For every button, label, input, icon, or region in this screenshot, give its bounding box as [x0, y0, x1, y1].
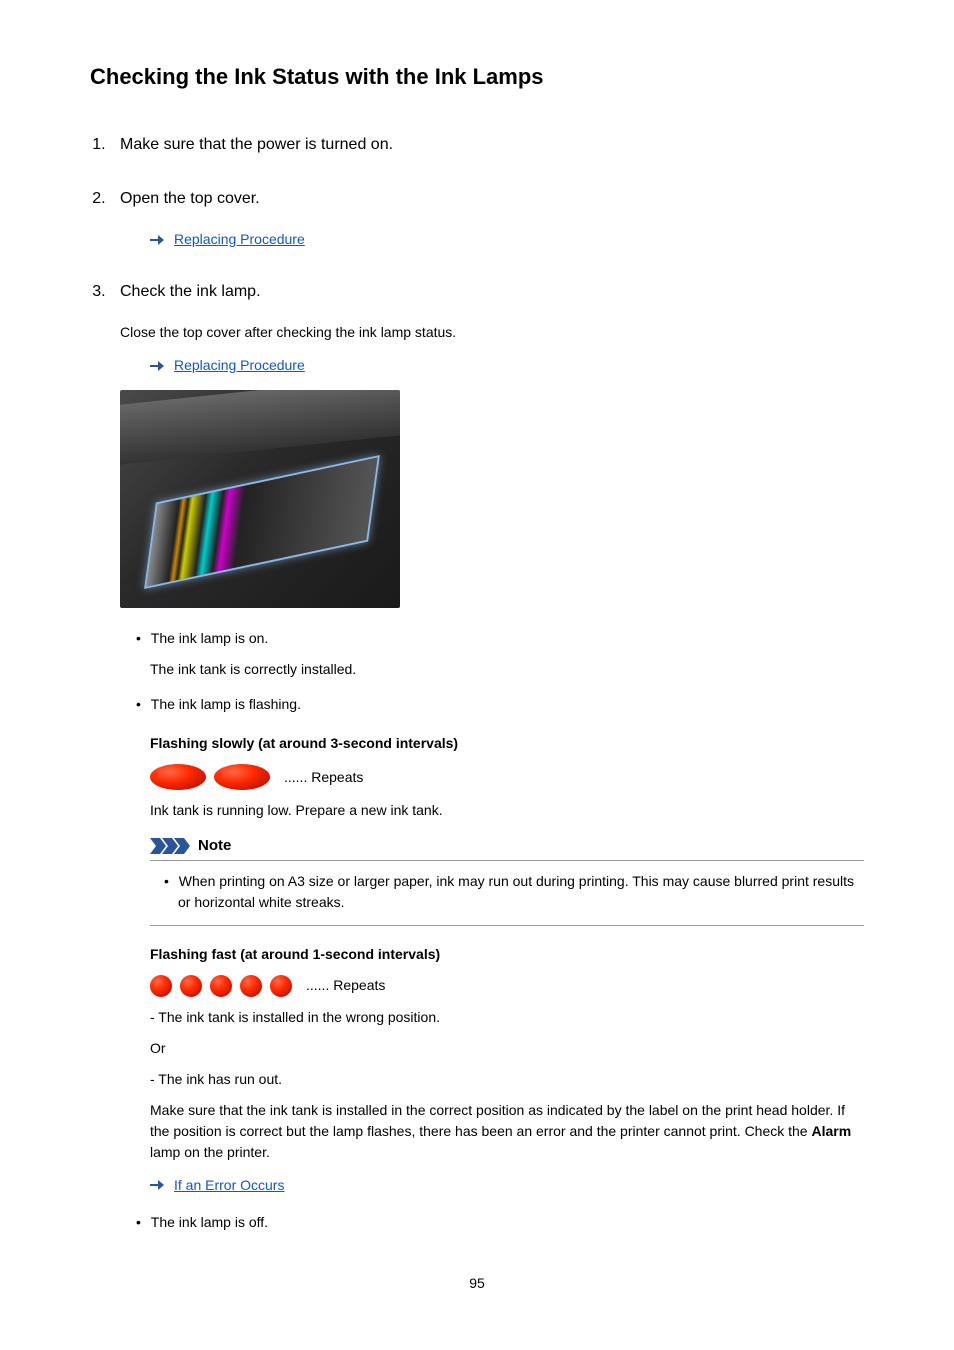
lamp-dot-icon [270, 975, 292, 997]
lamp-oval-icon [214, 764, 270, 790]
flash-slow-visual: ...... Repeats [150, 764, 864, 790]
steps-list: Make sure that the power is turned on. O… [90, 133, 864, 1233]
lamp-oval-icon [150, 764, 206, 790]
step-2: Open the top cover. Replacing Procedure [110, 187, 864, 250]
explain-post: lamp on the printer. [150, 1144, 270, 1160]
lamp-on-title: The ink lamp is on. [151, 630, 269, 646]
step-2-label: Open the top cover. [120, 190, 260, 207]
flash-fast-heading: Flashing fast (at around 1-second interv… [150, 944, 864, 965]
explain-text: Make sure that the ink tank is installed… [150, 1100, 864, 1163]
printer-ink-image [120, 390, 400, 608]
page-number: 95 [90, 1273, 864, 1294]
lamp-on-item: The ink lamp is on. The ink tank is corr… [150, 628, 864, 680]
step-1: Make sure that the power is turned on. [110, 133, 864, 157]
close-cover-text: Close the top cover after checking the i… [120, 322, 864, 343]
lamp-dot-icon [210, 975, 232, 997]
note-chevrons-icon [150, 838, 190, 854]
lamp-dot-icon [150, 975, 172, 997]
lamp-off-title: The ink lamp is off. [151, 1214, 268, 1230]
arrow-right-icon [150, 234, 164, 246]
flash-fast-visual: ...... Repeats [150, 975, 864, 997]
lamp-off-item: The ink lamp is off. [150, 1212, 864, 1233]
explain-pre: Make sure that the ink tank is installed… [150, 1102, 845, 1139]
alarm-word: Alarm [812, 1123, 852, 1139]
arrow-right-icon [150, 1179, 164, 1191]
or-text: Or [150, 1038, 864, 1059]
replacing-procedure-link[interactable]: Replacing Procedure [174, 229, 305, 250]
note-title: Note [198, 835, 231, 858]
error-occurs-link[interactable]: If an Error Occurs [174, 1175, 284, 1196]
step-3: Check the ink lamp. Close the top cover … [110, 280, 864, 1233]
arrow-right-icon [150, 360, 164, 372]
link-row: Replacing Procedure [150, 355, 864, 376]
repeats-text: ...... Repeats [284, 767, 363, 788]
link-row: Replacing Procedure [150, 229, 864, 250]
step-1-label: Make sure that the power is turned on. [120, 136, 393, 153]
flash-slow-desc: Ink tank is running low. Prepare a new i… [150, 800, 864, 821]
wrong-position-text: - The ink tank is installed in the wrong… [150, 1007, 864, 1028]
lamp-on-desc: The ink tank is correctly installed. [150, 659, 864, 680]
lamp-off-list: The ink lamp is off. [150, 1212, 864, 1233]
lamp-dot-icon [180, 975, 202, 997]
lamp-dot-icon [240, 975, 262, 997]
flash-slow-heading: Flashing slowly (at around 3-second inte… [150, 733, 864, 754]
lamp-states-list: The ink lamp is on. The ink tank is corr… [150, 628, 864, 715]
runout-text: - The ink has run out. [150, 1069, 864, 1090]
lamp-flashing-item: The ink lamp is flashing. [150, 694, 864, 715]
note-box: Note When printing on A3 size or larger … [150, 835, 864, 926]
page-title: Checking the Ink Status with the Ink Lam… [90, 60, 864, 93]
lamp-flashing-title: The ink lamp is flashing. [151, 696, 301, 712]
step-3-label: Check the ink lamp. [120, 283, 261, 300]
repeats-text: ...... Repeats [306, 975, 385, 996]
link-row: If an Error Occurs [150, 1175, 864, 1196]
replacing-procedure-link[interactable]: Replacing Procedure [174, 355, 305, 376]
note-text: When printing on A3 size or larger paper… [178, 871, 864, 913]
